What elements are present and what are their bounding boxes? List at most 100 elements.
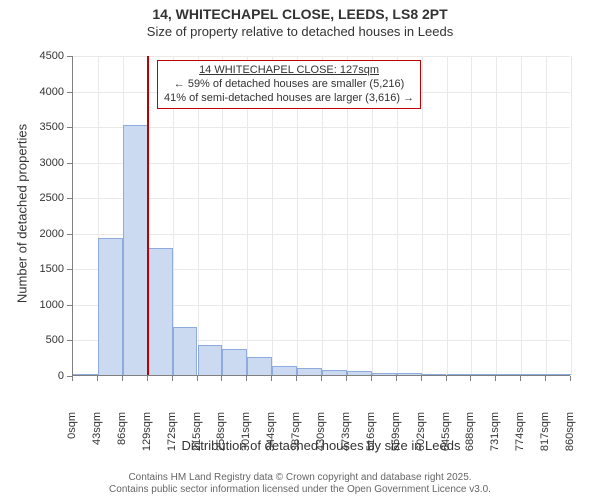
- histogram-bar: [447, 374, 472, 375]
- xtick-label: 387sqm: [290, 412, 302, 462]
- chart-title-line1: 14, WHITECHAPEL CLOSE, LEEDS, LS8 2PT: [0, 6, 600, 22]
- xtick-label: 731sqm: [489, 412, 501, 462]
- histogram-bar: [272, 366, 297, 375]
- histogram-bar: [173, 327, 198, 375]
- footer-line1: Contains HM Land Registry data © Crown c…: [0, 472, 600, 484]
- xtick-mark: [296, 376, 297, 381]
- histogram-bar: [322, 370, 347, 375]
- ytick-label: 3500: [0, 121, 64, 133]
- xtick-label: 688sqm: [464, 412, 476, 462]
- xtick-label: 645sqm: [440, 412, 452, 462]
- xtick-mark: [570, 376, 571, 381]
- chart-title-line2: Size of property relative to detached ho…: [0, 24, 600, 39]
- gridline-vertical: [521, 56, 522, 375]
- histogram-bar: [73, 374, 98, 375]
- ytick-label: 4500: [0, 50, 64, 62]
- ytick-mark: [67, 56, 72, 57]
- xtick-mark: [446, 376, 447, 381]
- ytick-label: 500: [0, 334, 64, 346]
- histogram-bar: [198, 345, 223, 375]
- annotation-line: ← 59% of detached houses are smaller (5,…: [164, 78, 414, 92]
- xtick-label: 0sqm: [66, 412, 78, 462]
- chart-title-block: 14, WHITECHAPEL CLOSE, LEEDS, LS8 2PT Si…: [0, 0, 600, 39]
- xtick-label: 129sqm: [141, 412, 153, 462]
- gridline-vertical: [496, 56, 497, 375]
- histogram-plot-area: 14 WHITECHAPEL CLOSE: 127sqm← 59% of det…: [72, 56, 570, 376]
- footer-line2: Contains public sector information licen…: [0, 484, 600, 496]
- ytick-mark: [67, 340, 72, 341]
- xtick-label: 344sqm: [265, 412, 277, 462]
- xtick-mark: [421, 376, 422, 381]
- xtick-mark: [72, 376, 73, 381]
- histogram-bar: [397, 373, 422, 375]
- ytick-label: 1000: [0, 299, 64, 311]
- histogram-bar: [471, 374, 496, 375]
- histogram-bar: [247, 357, 272, 375]
- property-marker-line: [147, 56, 149, 375]
- xtick-mark: [321, 376, 322, 381]
- xtick-mark: [271, 376, 272, 381]
- gridline-vertical: [422, 56, 423, 375]
- xtick-label: 559sqm: [390, 412, 402, 462]
- ytick-mark: [67, 92, 72, 93]
- xtick-label: 602sqm: [415, 412, 427, 462]
- histogram-bar: [422, 374, 447, 375]
- ytick-mark: [67, 198, 72, 199]
- annotation-header: 14 WHITECHAPEL CLOSE: 127sqm: [164, 64, 414, 78]
- ytick-label: 3000: [0, 157, 64, 169]
- ytick-mark: [67, 234, 72, 235]
- xtick-label: 172sqm: [166, 412, 178, 462]
- xtick-mark: [520, 376, 521, 381]
- histogram-bar: [222, 349, 247, 375]
- xtick-label: 516sqm: [365, 412, 377, 462]
- xtick-mark: [197, 376, 198, 381]
- xtick-mark: [246, 376, 247, 381]
- ytick-label: 0: [0, 370, 64, 382]
- xtick-label: 258sqm: [215, 412, 227, 462]
- gridline-vertical: [447, 56, 448, 375]
- ytick-mark: [67, 269, 72, 270]
- ytick-label: 1500: [0, 263, 64, 275]
- xtick-label: 215sqm: [191, 412, 203, 462]
- xtick-mark: [346, 376, 347, 381]
- xtick-mark: [495, 376, 496, 381]
- y-axis-label: Number of detached properties: [15, 114, 30, 314]
- ytick-mark: [67, 127, 72, 128]
- histogram-bar: [372, 373, 397, 375]
- histogram-bar: [297, 368, 322, 375]
- xtick-label: 860sqm: [564, 412, 576, 462]
- xtick-label: 473sqm: [340, 412, 352, 462]
- xtick-label: 817sqm: [539, 412, 551, 462]
- histogram-bar: [546, 374, 571, 375]
- histogram-bar: [496, 374, 521, 375]
- xtick-label: 430sqm: [315, 412, 327, 462]
- xtick-mark: [371, 376, 372, 381]
- annotation-line: 41% of semi-detached houses are larger (…: [164, 92, 414, 106]
- xtick-mark: [172, 376, 173, 381]
- histogram-bar: [347, 371, 372, 375]
- xtick-mark: [147, 376, 148, 381]
- histogram-bar: [148, 248, 173, 375]
- xtick-mark: [122, 376, 123, 381]
- xtick-mark: [221, 376, 222, 381]
- gridline-vertical: [546, 56, 547, 375]
- xtick-label: 301sqm: [240, 412, 252, 462]
- histogram-bar: [98, 238, 123, 375]
- xtick-mark: [97, 376, 98, 381]
- ytick-label: 4000: [0, 86, 64, 98]
- ytick-mark: [67, 163, 72, 164]
- xtick-label: 774sqm: [514, 412, 526, 462]
- gridline-vertical: [471, 56, 472, 375]
- xtick-mark: [545, 376, 546, 381]
- gridline-vertical: [571, 56, 572, 375]
- ytick-label: 2000: [0, 228, 64, 240]
- xtick-mark: [470, 376, 471, 381]
- xtick-label: 86sqm: [116, 412, 128, 462]
- xtick-label: 43sqm: [91, 412, 103, 462]
- ytick-mark: [67, 305, 72, 306]
- xtick-mark: [396, 376, 397, 381]
- histogram-bar: [123, 125, 148, 375]
- property-annotation: 14 WHITECHAPEL CLOSE: 127sqm← 59% of det…: [157, 60, 421, 109]
- attribution-footer: Contains HM Land Registry data © Crown c…: [0, 472, 600, 496]
- histogram-bar: [521, 374, 546, 375]
